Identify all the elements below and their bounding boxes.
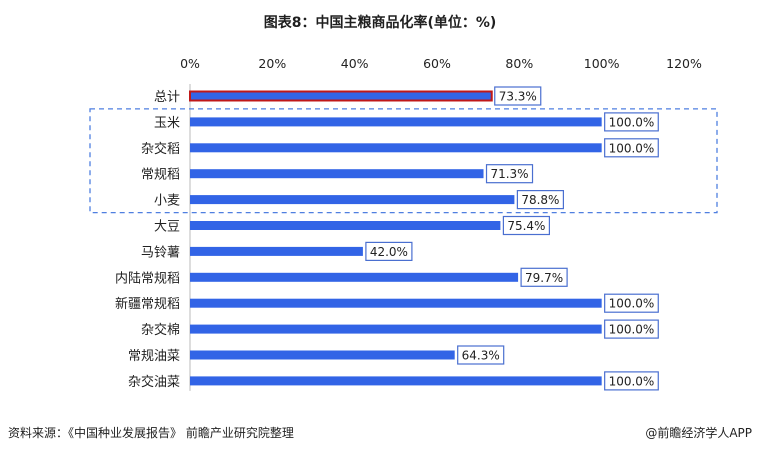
category-label: 常规稻	[141, 168, 180, 183]
source-note: 资料来源：《中国种业发展报告》 前瞻产业研究院整理	[8, 426, 294, 440]
x-tick-label: 80%	[505, 56, 533, 71]
category-label: 常规油菜	[128, 349, 180, 364]
data-label-box	[365, 241, 413, 261]
data-label: 73.3%	[499, 90, 537, 104]
data-label-box	[520, 267, 568, 287]
category-label: 大豆	[154, 220, 180, 235]
bar	[190, 143, 602, 153]
bar	[189, 90, 493, 102]
bar	[190, 246, 363, 256]
data-label: 78.8%	[521, 193, 559, 207]
group-dashed-box	[89, 108, 718, 214]
category-label: 新疆常规稻	[115, 296, 180, 312]
bar	[190, 272, 519, 282]
data-label-box	[502, 215, 550, 236]
data-label: 75.4%	[507, 219, 545, 233]
x-tick-label: 120%	[666, 56, 702, 71]
x-tick-label: 60%	[423, 56, 451, 71]
category-label: 杂交稻	[141, 141, 180, 157]
data-label: 42.0%	[370, 245, 408, 259]
x-tick-label: 0%	[180, 56, 200, 71]
category-label: 小麦	[154, 194, 180, 209]
chart-title: 图表8：中国主粮商品化率(单位：%)	[263, 15, 497, 31]
bar	[190, 376, 602, 386]
data-label-box	[485, 164, 534, 184]
x-tick-label: 40%	[341, 56, 369, 71]
bar	[190, 324, 602, 334]
category-label: 总计	[154, 90, 180, 105]
data-label: 71.3%	[490, 167, 528, 181]
x-tick-label: 100%	[584, 56, 620, 71]
category-label: 玉米	[154, 116, 180, 131]
bar	[190, 169, 484, 179]
data-label: 100.0%	[609, 374, 655, 388]
bar	[190, 298, 602, 308]
credit-note: @前瞻经济学人APP	[645, 426, 752, 440]
data-label: 100.0%	[609, 141, 655, 155]
bar	[190, 117, 602, 127]
data-label: 79.7%	[525, 271, 563, 285]
data-label: 100.0%	[609, 323, 655, 337]
category-label: 内陆常规稻	[115, 270, 180, 286]
data-label-box	[604, 371, 659, 391]
category-label: 马铃薯	[141, 245, 180, 260]
data-label: 100.0%	[609, 297, 655, 311]
bar	[190, 195, 515, 205]
data-label-box	[604, 319, 659, 339]
bar	[190, 221, 501, 230]
data-label-box	[604, 293, 659, 313]
data-label-box	[604, 138, 659, 158]
data-label: 64.3%	[462, 349, 500, 363]
data-label-box	[604, 112, 659, 132]
data-label: 100.0%	[609, 115, 655, 129]
data-label-box	[457, 345, 505, 365]
category-label: 杂交棉	[141, 322, 180, 338]
bar	[190, 350, 455, 360]
x-tick-label: 20%	[258, 56, 286, 71]
data-label-box	[494, 86, 542, 106]
data-label-box	[516, 190, 564, 210]
category-label: 杂交油菜	[128, 374, 180, 390]
